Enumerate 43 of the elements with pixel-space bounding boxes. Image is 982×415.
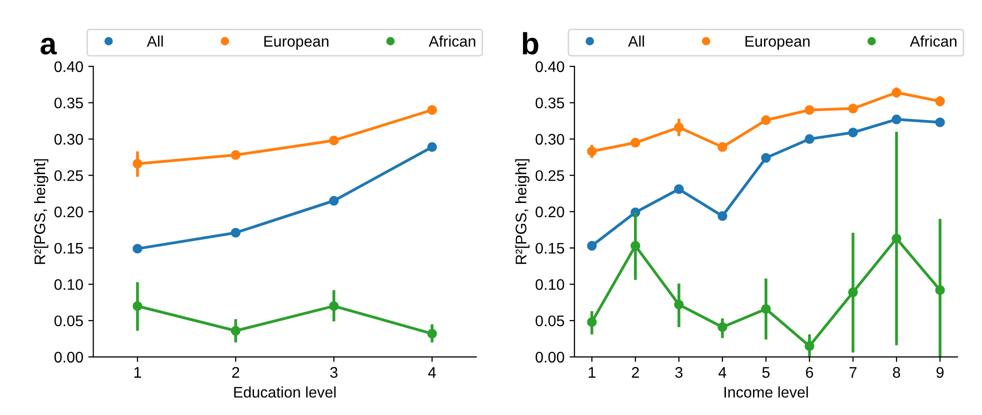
y-tick-label: 0.00 (54, 352, 83, 363)
y-tick-label: 0.30 (54, 134, 83, 145)
legend-label: All (628, 36, 644, 47)
x-tick-label: 9 (936, 367, 944, 378)
y-tick-label: 0.00 (536, 352, 564, 363)
y-tick-label: 0.10 (54, 279, 83, 290)
y-tick-label: 0.40 (54, 61, 83, 72)
y-tick-label: 0.20 (54, 206, 83, 218)
x-tick-label: 8 (892, 367, 900, 378)
legend-label: All (146, 36, 163, 47)
y-tick-label: 0.05 (54, 315, 83, 326)
x-tick-label: 4 (718, 367, 726, 378)
y-tick-label: 0.15 (536, 242, 564, 254)
x-tick-label: 4 (428, 367, 436, 378)
x-axis-title: Education level (234, 386, 336, 398)
x-tick-label: 1 (588, 367, 596, 378)
y-tick-label: 0.25 (54, 170, 83, 182)
y-tick-label: 0.25 (536, 170, 564, 182)
x-tick-label: 6 (806, 367, 814, 378)
y-tick-label: 0.20 (536, 206, 564, 218)
y-tick-label: 0.10 (536, 279, 564, 290)
y-axis-title: R²[PGS, height] (34, 159, 48, 264)
x-tick-label: 3 (675, 367, 682, 378)
x-tick-label: 3 (330, 367, 338, 378)
x-tick-label: 5 (762, 367, 770, 378)
y-tick-label: 0.40 (536, 61, 564, 72)
legend-label: European (746, 36, 810, 50)
y-tick-label: 0.35 (54, 98, 83, 108)
y-tick-label: 0.35 (536, 98, 564, 108)
y-tick-label: 0.05 (536, 315, 564, 326)
y-tick-label: 0.30 (536, 134, 564, 145)
chart-title: b (522, 32, 538, 55)
chart-title: a (40, 38, 57, 55)
x-tick-label: 2 (232, 367, 240, 378)
y-tick-label: 0.15 (54, 242, 83, 254)
legend-label: African (428, 36, 476, 47)
legend-label: European (264, 36, 328, 50)
x-tick-label: 1 (134, 367, 141, 378)
legend-label: African (910, 36, 956, 47)
y-axis-title: R²[PGS, height] (515, 159, 530, 264)
x-tick-label: 7 (850, 367, 856, 378)
x-tick-label: 2 (632, 367, 639, 378)
x-axis-title: Income level (724, 386, 808, 398)
